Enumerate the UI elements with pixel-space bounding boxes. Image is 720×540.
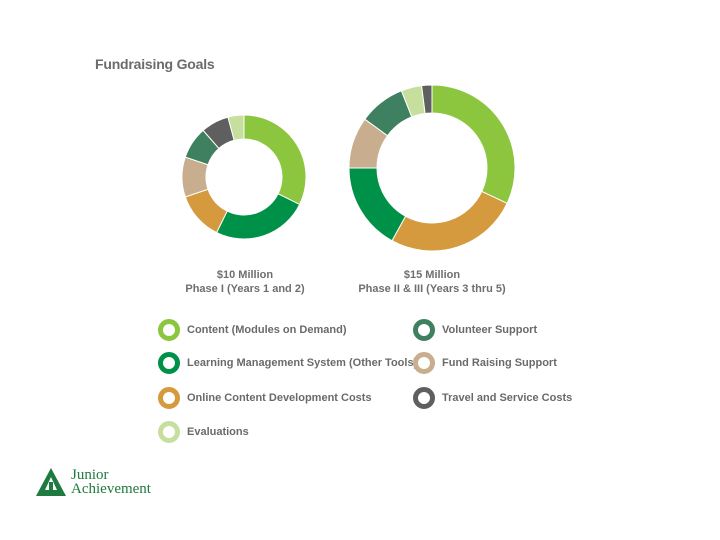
legend-label: Online Content Development Costs	[187, 392, 372, 404]
legend-label: Travel and Service Costs	[442, 392, 573, 404]
donut-slice-online-content-development-costs	[391, 190, 508, 252]
caption-phase: Phase II & III (Years 3 thru 5)	[358, 283, 506, 295]
caption-amount: $10 Million	[216, 269, 274, 281]
donut-caption-phase-2-3: $15 Million Phase II & III (Years 3 thru…	[332, 268, 532, 296]
caption-phase: Phase I (Years 1 and 2)	[185, 283, 305, 295]
caption-amount: $15 Million	[403, 269, 461, 281]
logo-wordmark: Junior Achievement	[71, 467, 151, 497]
donut-caption-phase-1: $10 Million Phase I (Years 1 and 2)	[145, 268, 345, 296]
donut-slice-learning-management-system-other-tools	[348, 167, 407, 242]
legend-item-lms: Learning Management System (Other Tools)	[158, 351, 417, 375]
chart-title: Fundraising Goals	[95, 56, 215, 72]
legend-swatch	[158, 319, 180, 341]
logo-line-1: Junior	[71, 467, 109, 483]
legend-item-evaluations: Evaluations	[158, 420, 249, 444]
legend-swatch	[158, 421, 180, 443]
legend-item-online-dev: Online Content Development Costs	[158, 386, 372, 410]
logo-line-2: Achievement	[71, 481, 151, 497]
legend-swatch	[413, 319, 435, 341]
junior-achievement-logo-icon	[36, 468, 66, 496]
legend-item-volunteer: Volunteer Support	[413, 318, 537, 342]
legend-swatch	[158, 352, 180, 374]
donut-slice-evaluations	[227, 114, 245, 141]
donut-chart-phase-2-3	[348, 84, 516, 252]
legend-item-travel: Travel and Service Costs	[413, 386, 572, 410]
donut-slice-travel-and-service-costs	[421, 84, 433, 114]
legend-swatch	[413, 352, 435, 374]
donut-slice-content-modules-on-demand	[431, 84, 516, 205]
legend-label: Content (Modules on Demand)	[187, 324, 347, 336]
donut-slice-learning-management-system-other-tools	[215, 193, 301, 240]
legend-label: Volunteer Support	[442, 324, 538, 336]
legend-swatch	[158, 387, 180, 409]
donut-chart-phase-1	[181, 114, 307, 240]
donut-slice-content-modules-on-demand	[243, 114, 307, 206]
legend-item-fund-raising: Fund Raising Support	[413, 351, 557, 375]
legend-label: Learning Management System (Other Tools)	[187, 357, 418, 369]
legend-item-content: Content (Modules on Demand)	[158, 318, 347, 342]
donut-charts	[181, 84, 516, 252]
junior-achievement-logo: Junior Achievement	[36, 467, 151, 497]
legend-label: Evaluations	[187, 426, 249, 438]
legend-label: Fund Raising Support	[442, 357, 557, 369]
legend-swatch	[413, 387, 435, 409]
